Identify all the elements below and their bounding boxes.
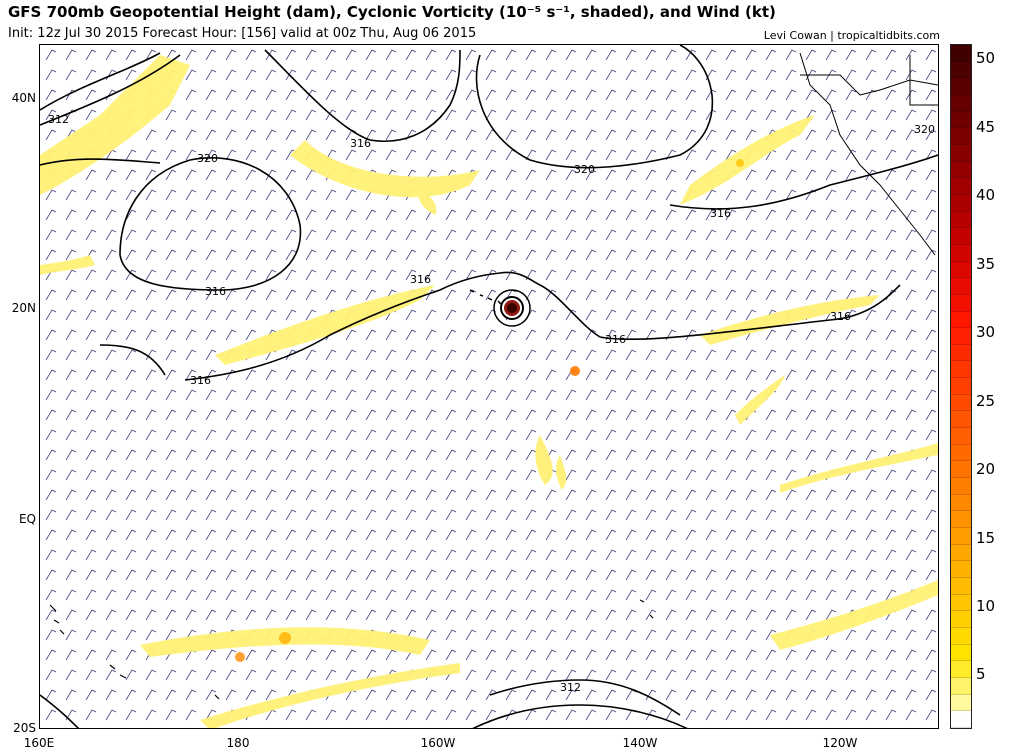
- vorticity-shading: [40, 55, 938, 728]
- contour-label: 316: [350, 137, 371, 150]
- contour-label: 316: [830, 310, 851, 323]
- colorbar-segment: [951, 461, 971, 479]
- contour-label: 320: [574, 163, 595, 176]
- contour-label: 316: [410, 273, 431, 286]
- colorbar-segment: [951, 244, 971, 262]
- colorbar-label: 35: [976, 255, 996, 273]
- y-label: EQ: [18, 512, 36, 526]
- colorbar-segment: [951, 278, 971, 295]
- colorbar-segment: [951, 211, 971, 229]
- colorbar-segment: [951, 627, 971, 645]
- vortex-center: [493, 289, 531, 327]
- contour-label: 316: [605, 333, 626, 346]
- map-panel: 312 316 320 316 320 316 316 316 316 316 …: [39, 44, 939, 729]
- contour-labels: 312 316 320 316 320 316 316 316 316 316 …: [48, 113, 935, 694]
- colorbar-segment: [951, 611, 971, 628]
- x-label: 160E: [23, 736, 55, 750]
- colorbar-segment: [951, 428, 971, 445]
- colorbar-segment: [951, 594, 971, 612]
- colorbar-label: 30: [976, 323, 996, 341]
- colorbar-label: 25: [976, 392, 996, 410]
- x-label: 120W: [822, 736, 858, 750]
- colorbar-segment: [951, 61, 971, 79]
- colorbar-segment: [951, 394, 971, 412]
- colorbar-segment: [951, 228, 971, 245]
- x-label: 160W: [420, 736, 456, 750]
- colorbar-segment: [951, 344, 971, 362]
- colorbar-segment: [951, 694, 971, 712]
- contour-label: 312: [560, 681, 581, 694]
- colorbar-segment: [951, 411, 971, 429]
- colorbar-label: 45: [976, 118, 996, 136]
- colorbar-segment: [951, 378, 971, 395]
- colorbar-label: 5: [976, 665, 986, 683]
- colorbar-segment: [951, 144, 971, 162]
- contour-label: 320: [197, 152, 218, 165]
- chart-subtitle: Init: 12z Jul 30 2015 Forecast Hour: [15…: [8, 26, 477, 41]
- colorbar-segment: [951, 677, 971, 695]
- colorbar-segment: [951, 194, 971, 212]
- colorbar-label: 50: [976, 49, 996, 67]
- wind-barbs: [40, 45, 938, 728]
- map-canvas: 312 316 320 316 320 316 316 316 316 316 …: [40, 45, 938, 728]
- colorbar-segment: [951, 644, 971, 662]
- colorbar-label: 20: [976, 460, 996, 478]
- colorbar-segment: [951, 328, 971, 345]
- colorbar-segment: [951, 294, 971, 312]
- y-label: 20N: [11, 301, 36, 315]
- colorbar-segment: [951, 111, 971, 129]
- x-label: 180: [226, 736, 250, 750]
- colorbar-segment: [951, 544, 971, 562]
- colorbar-segment: [951, 561, 971, 578]
- colorbar-segment: [951, 528, 971, 545]
- colorbar-label: 15: [976, 529, 996, 547]
- y-label: 40N: [11, 91, 36, 105]
- colorbar-segment: [951, 494, 971, 512]
- y-label: 20S: [13, 721, 36, 735]
- colorbar-segment: [951, 311, 971, 329]
- credit-text: Levi Cowan | tropicaltidbits.com: [763, 29, 940, 42]
- colorbar-segment: [951, 128, 971, 145]
- colorbar-label: 10: [976, 597, 996, 615]
- colorbar-segment: [951, 444, 971, 462]
- colorbar-segment: [951, 94, 971, 112]
- height-contours: [40, 45, 938, 728]
- contour-label: 316: [710, 207, 731, 220]
- contour-label: 316: [190, 374, 211, 387]
- vorticity-hotspots: [235, 159, 744, 662]
- contour-label: 316: [205, 285, 226, 298]
- colorbar: [950, 44, 972, 729]
- colorbar-label: 40: [976, 186, 996, 204]
- colorbar-segment: [951, 361, 971, 379]
- coastlines: [49, 52, 938, 700]
- colorbar-segment: [951, 178, 971, 195]
- colorbar-segment: [951, 161, 971, 179]
- colorbar-segment: [951, 478, 971, 495]
- chart-title: GFS 700mb Geopotential Height (dam), Cyc…: [8, 3, 776, 21]
- contour-label: 320: [914, 123, 935, 136]
- colorbar-segment: [951, 661, 971, 678]
- colorbar-segment: [951, 261, 971, 279]
- colorbar-segment: [951, 578, 971, 595]
- colorbar-segment: [951, 45, 971, 62]
- x-label: 140W: [622, 736, 658, 750]
- contour-label: 312: [48, 113, 69, 126]
- colorbar-segment: [951, 711, 971, 728]
- colorbar-segment: [951, 78, 971, 95]
- colorbar-segment: [951, 511, 971, 529]
